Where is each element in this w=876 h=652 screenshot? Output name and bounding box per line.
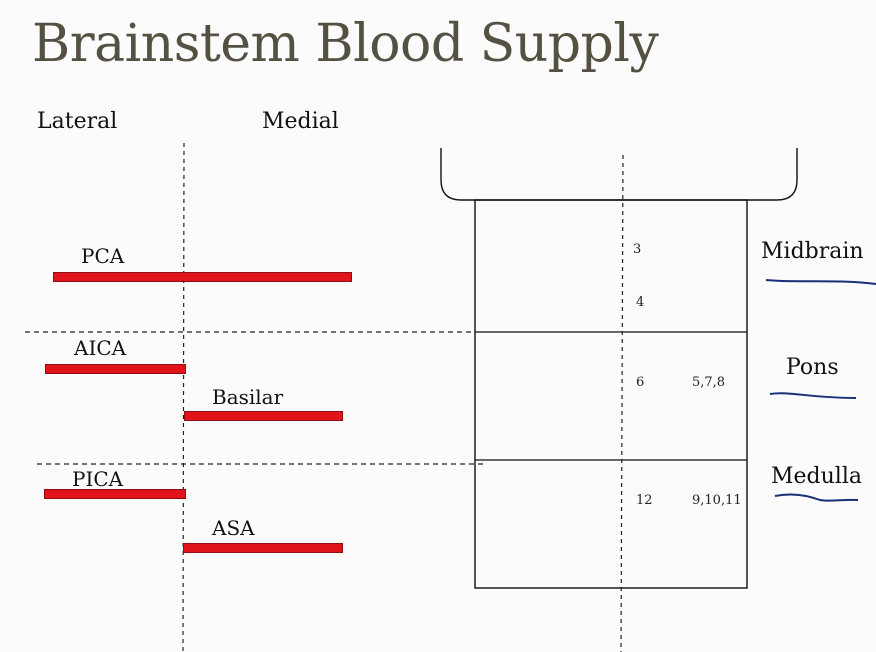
artery-label-pica: PICA	[72, 467, 124, 491]
lateral-header: Lateral	[37, 109, 118, 134]
medial-header: Medial	[262, 109, 339, 134]
artery-bar-basilar	[184, 411, 343, 421]
brainstem-bracket	[440, 148, 798, 201]
artery-bar-aica	[45, 364, 186, 374]
nucleus-3: 3	[633, 242, 642, 257]
nucleus-6: 6	[636, 375, 645, 390]
artery-bar-pca	[53, 272, 352, 282]
region-label-medulla: Medulla	[771, 464, 862, 489]
nucleus-12: 12	[636, 493, 653, 508]
nucleus-4: 4	[636, 295, 645, 310]
lateral-medial-divider	[182, 142, 185, 652]
brainstem-midline	[620, 154, 624, 652]
nuclei-medulla-lateral: 9,10,11	[692, 493, 742, 508]
pons-underline	[769, 392, 857, 399]
artery-label-pca: PCA	[81, 244, 125, 268]
medulla-underline	[774, 493, 859, 502]
artery-bar-asa	[183, 543, 343, 553]
artery-bar-pica	[44, 489, 186, 499]
region-label-pons: Pons	[786, 355, 839, 380]
region-label-midbrain: Midbrain	[761, 239, 864, 264]
nuclei-pons-lateral: 5,7,8	[692, 375, 726, 390]
midbrain-underline	[765, 279, 876, 285]
artery-label-asa: ASA	[212, 516, 255, 540]
slide-title: Brainstem Blood Supply	[32, 14, 659, 74]
artery-label-aica: AICA	[74, 336, 127, 360]
brainstem-box	[474, 199, 748, 589]
artery-label-basilar: Basilar	[212, 385, 284, 409]
